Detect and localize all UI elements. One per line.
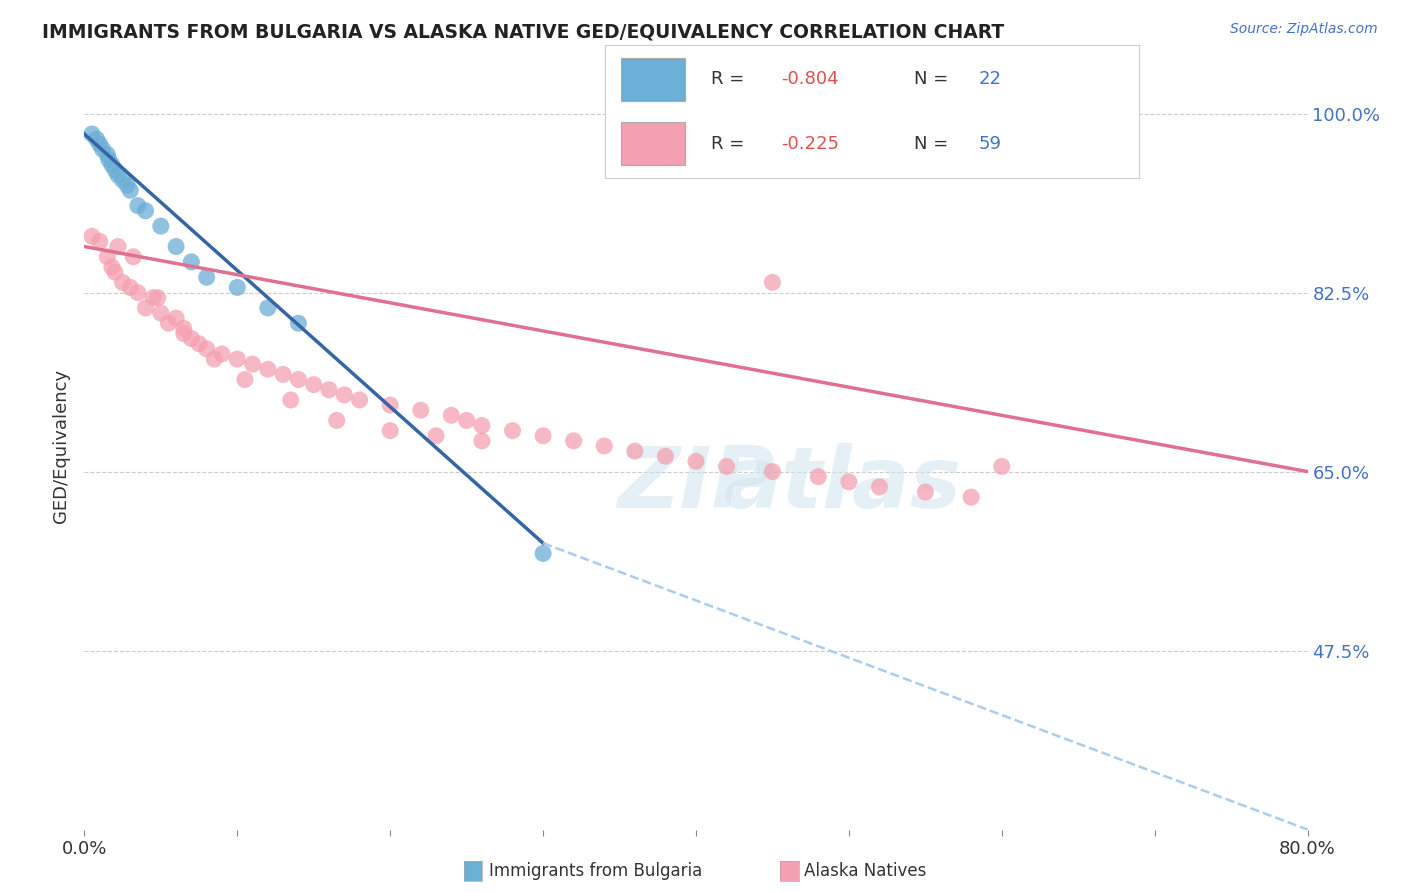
Point (135, 301, 157, 315)
Point (135, 203, 157, 218)
Point (86, 132, 108, 146)
Point (111, 276, 134, 290)
Point (149, 306, 172, 320)
Point (107, 168, 129, 182)
Text: R =: R = (711, 135, 751, 153)
Point (807, 469, 830, 483)
Point (157, 316, 180, 330)
Point (257, 301, 280, 315)
Point (716, 459, 738, 474)
Point (914, 485, 936, 500)
Point (333, 388, 356, 402)
Point (593, 439, 616, 453)
Point (991, 459, 1014, 474)
Point (280, 392, 302, 407)
Text: atlas: atlas (724, 442, 962, 526)
Point (226, 280, 249, 294)
Point (471, 418, 494, 433)
Text: Alaska Natives: Alaska Natives (804, 862, 927, 880)
Text: ZIP: ZIP (617, 442, 775, 526)
Point (456, 413, 478, 427)
Text: N =: N = (914, 70, 955, 88)
Point (233, 372, 256, 386)
Point (101, 158, 124, 172)
Point (202, 352, 225, 367)
Point (440, 409, 463, 423)
Point (211, 347, 233, 361)
FancyBboxPatch shape (620, 122, 685, 165)
Text: 59: 59 (979, 135, 1001, 153)
Point (302, 377, 325, 392)
Point (111, 173, 134, 187)
Point (89, 137, 111, 152)
Point (107, 239, 129, 253)
Point (624, 444, 647, 458)
Y-axis label: GED/Equivalency: GED/Equivalency (52, 369, 70, 523)
Point (165, 239, 187, 253)
Point (188, 336, 211, 351)
Point (120, 183, 142, 197)
Point (287, 316, 309, 330)
Point (318, 383, 340, 397)
Point (97, 153, 120, 167)
Point (173, 326, 195, 341)
Point (838, 475, 860, 489)
Point (471, 434, 494, 448)
Point (120, 280, 142, 294)
Point (80, 127, 103, 141)
Point (149, 219, 172, 233)
Point (91, 142, 114, 156)
Point (80, 229, 103, 244)
Point (654, 449, 676, 463)
Point (101, 260, 124, 274)
Point (869, 480, 891, 494)
Text: Source: ZipAtlas.com: Source: ZipAtlas.com (1230, 22, 1378, 37)
Point (127, 199, 149, 213)
Point (960, 490, 983, 504)
Point (180, 255, 202, 269)
Point (531, 429, 554, 443)
Text: 22: 22 (979, 70, 1001, 88)
Point (122, 250, 145, 264)
Point (761, 465, 783, 479)
Point (96, 250, 118, 264)
Point (425, 429, 447, 443)
Point (271, 368, 294, 382)
Text: IMMIGRANTS FROM BULGARIA VS ALASKA NATIVE GED/EQUIVALENCY CORRELATION CHART: IMMIGRANTS FROM BULGARIA VS ALASKA NATIV… (42, 22, 1004, 41)
Point (562, 434, 585, 448)
Point (380, 398, 402, 412)
Point (242, 357, 264, 371)
Point (349, 392, 371, 407)
Point (173, 321, 195, 335)
Point (180, 332, 202, 346)
Point (146, 291, 169, 305)
Text: -0.804: -0.804 (780, 70, 838, 88)
Point (195, 342, 218, 356)
Point (96, 147, 118, 161)
Point (104, 265, 127, 279)
Point (127, 285, 149, 300)
Point (325, 413, 347, 427)
Point (89, 235, 111, 249)
Point (257, 362, 280, 376)
Text: -0.225: -0.225 (780, 135, 839, 153)
Point (409, 403, 432, 417)
Point (287, 372, 309, 386)
Point (165, 311, 187, 326)
Point (226, 352, 249, 367)
Point (195, 270, 218, 285)
FancyBboxPatch shape (620, 58, 685, 101)
Point (142, 291, 165, 305)
Text: N =: N = (914, 135, 955, 153)
Text: R =: R = (711, 70, 751, 88)
Point (685, 454, 707, 468)
Point (104, 162, 127, 177)
Text: Immigrants from Bulgaria: Immigrants from Bulgaria (489, 862, 703, 880)
Point (502, 424, 524, 438)
Point (531, 546, 554, 560)
Point (115, 178, 138, 193)
Point (761, 276, 783, 290)
Point (380, 424, 402, 438)
